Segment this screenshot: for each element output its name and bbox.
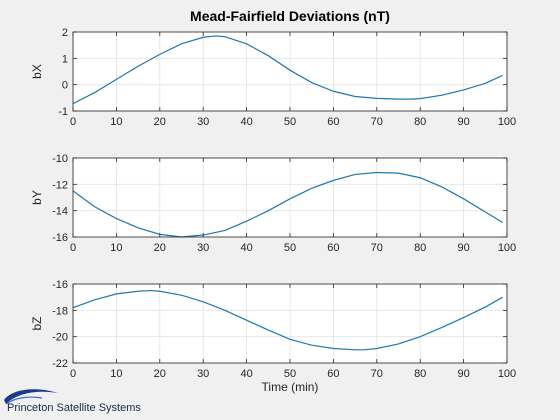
x-tick-label: 20 <box>154 116 166 128</box>
x-tick-label: 10 <box>110 242 122 254</box>
x-tick-label: 100 <box>498 242 516 254</box>
y-tick-label: -16 <box>52 279 68 291</box>
series-line-bx <box>72 35 503 105</box>
y-axis-label: bX <box>30 64 44 79</box>
y-tick-label: -20 <box>52 332 68 344</box>
x-tick-label: 90 <box>457 116 469 128</box>
series-line-by <box>72 171 503 238</box>
series-line-bz <box>72 289 503 351</box>
x-axis-label: Time (min) <box>262 380 319 394</box>
x-tick-label: 10 <box>110 368 122 380</box>
x-tick-label: 100 <box>498 116 516 128</box>
y-tick-label: -22 <box>52 358 68 370</box>
x-tick-label: 30 <box>197 116 209 128</box>
x-tick-label: 70 <box>371 368 383 380</box>
x-tick-label: 30 <box>197 242 209 254</box>
x-tick-label: 70 <box>371 242 383 254</box>
x-tick-label: 40 <box>240 242 252 254</box>
x-tick-label: 60 <box>327 368 339 380</box>
x-tick-label: 20 <box>154 242 166 254</box>
x-tick-label: 10 <box>110 116 122 128</box>
x-tick-label: 50 <box>284 242 296 254</box>
y-tick-label: -16 <box>52 232 68 244</box>
chart-title: Mead-Fairfield Deviations (nT) <box>190 8 390 24</box>
x-tick-label: 50 <box>284 368 296 380</box>
x-tick-label: 60 <box>327 116 339 128</box>
y-tick-label: -10 <box>52 153 68 165</box>
y-tick-label: -18 <box>52 305 68 317</box>
y-axis-label: bY <box>30 190 44 205</box>
x-tick-label: 40 <box>240 368 252 380</box>
y-tick-label: -1 <box>58 106 68 118</box>
x-tick-label: 90 <box>457 242 469 254</box>
y-axis-label: bZ <box>30 316 44 330</box>
x-tick-label: 50 <box>284 116 296 128</box>
x-tick-label: 70 <box>371 116 383 128</box>
panel-by: 0 10 20 30 40 50 60 70 80 90 100 -16 -14 -12 -10 bY <box>30 153 516 254</box>
x-tick-label: 20 <box>154 368 166 380</box>
x-tick-label: 100 <box>498 368 516 380</box>
company-logo: Princeton Satellite Systems <box>4 389 141 414</box>
x-tick-label: 90 <box>457 368 469 380</box>
x-tick-label: 0 <box>70 368 76 380</box>
y-tick-label: -14 <box>52 206 68 218</box>
x-tick-label: 80 <box>414 116 426 128</box>
x-tick-label: 80 <box>414 242 426 254</box>
panel-bz: 0 10 20 30 40 50 60 70 80 90 100 -22 -20 -18 -16 bZ <box>30 279 516 380</box>
y-tick-label: 2 <box>62 27 68 39</box>
company-name: Princeton Satellite Systems <box>7 402 141 414</box>
logo-swoosh-icon <box>4 389 58 404</box>
x-tick-label: 0 <box>70 116 76 128</box>
y-tick-label: 1 <box>62 53 68 65</box>
x-tick-label: 80 <box>414 368 426 380</box>
y-tick-label: -12 <box>52 179 68 191</box>
y-tick-label: 0 <box>62 80 68 92</box>
x-tick-label: 60 <box>327 242 339 254</box>
x-tick-label: 40 <box>240 116 252 128</box>
x-tick-label: 0 <box>70 242 76 254</box>
x-tick-label: 30 <box>197 368 209 380</box>
